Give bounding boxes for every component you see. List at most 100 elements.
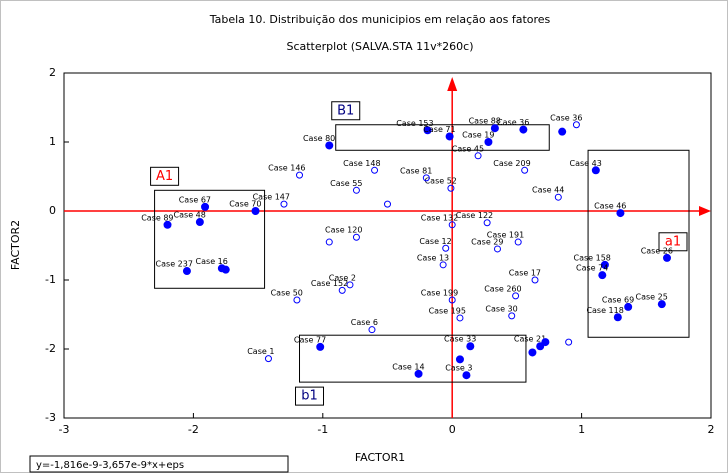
point — [384, 200, 391, 208]
point-label: Case 48 — [174, 211, 206, 220]
point-label: Case 146 — [268, 164, 305, 173]
x-tick-label: 2 — [708, 423, 715, 436]
group-label: b1 — [301, 389, 318, 404]
group-label-box — [295, 386, 325, 406]
equation-box — [29, 455, 289, 473]
point-label: Case 16 — [196, 257, 228, 266]
point-label: Case 195 — [429, 306, 466, 315]
point-label: Case 74 — [576, 264, 608, 273]
point — [512, 292, 520, 300]
point — [447, 184, 455, 192]
point-label: Case 158 — [574, 253, 611, 262]
point — [484, 138, 493, 146]
arrow-right — [699, 206, 711, 216]
point — [554, 193, 562, 201]
point — [519, 125, 528, 134]
point — [251, 207, 260, 215]
point-label: Case 1 — [247, 347, 274, 356]
point — [508, 312, 516, 320]
point-label: Case 50 — [271, 289, 303, 298]
point-label: Case 45 — [452, 144, 484, 153]
point-label: Case 6 — [351, 318, 378, 327]
point — [422, 174, 430, 182]
point — [414, 369, 423, 378]
y-tick-label: -2 — [45, 342, 56, 355]
point — [368, 326, 376, 334]
point — [325, 238, 333, 246]
point — [338, 286, 346, 294]
point-label: Case 122 — [456, 211, 493, 220]
point — [195, 218, 204, 227]
point — [448, 221, 456, 229]
point — [624, 302, 633, 311]
x-axis-label: FACTOR1 — [355, 451, 405, 464]
point-label: Case 44 — [532, 186, 564, 195]
point — [325, 141, 334, 150]
group-box — [299, 334, 527, 383]
point — [663, 253, 672, 262]
group-label: A1 — [156, 169, 173, 184]
x-tick-label: -1 — [317, 423, 328, 436]
chart-title: Tabela 10. Distribuição dos municipios e… — [209, 13, 551, 26]
point-label: Case 13 — [417, 253, 449, 262]
point-label: Case 52 — [425, 177, 457, 186]
arrow-up — [447, 77, 458, 91]
equation: y=-1,816e-9-3,657e-9*x+eps — [36, 460, 184, 471]
y-tick-label: 2 — [49, 66, 56, 79]
point-label: Case 88 — [469, 117, 501, 126]
point-label: Case 21 — [514, 335, 546, 344]
point-label: Case 71 — [423, 125, 455, 134]
point — [558, 127, 567, 136]
point-label: Case 14 — [392, 362, 424, 371]
x-tick-label: -2 — [188, 423, 199, 436]
y-tick-label: -3 — [45, 411, 56, 424]
point — [445, 132, 454, 141]
group-label-box — [331, 101, 361, 121]
point-label: Case 46 — [594, 202, 626, 211]
point-label: Case 43 — [570, 159, 602, 168]
point — [598, 271, 607, 280]
point-label: Case 147 — [253, 193, 290, 202]
y-tick-label: -1 — [45, 273, 56, 286]
point — [514, 238, 522, 246]
x-tick-label: -3 — [59, 423, 70, 436]
point — [352, 186, 360, 194]
plot-frame — [63, 72, 712, 419]
point — [182, 267, 191, 276]
point — [371, 166, 379, 174]
point-label: Case 69 — [602, 295, 634, 304]
point — [528, 348, 537, 357]
point — [521, 166, 529, 174]
point-label: Case 3 — [445, 364, 472, 373]
point-label: Case 2 — [329, 273, 356, 282]
point — [201, 202, 210, 211]
point-label: Case 89 — [141, 213, 173, 222]
point-label: Case 26 — [641, 246, 673, 255]
point — [657, 300, 666, 309]
point — [462, 371, 471, 380]
point — [264, 355, 272, 363]
point — [163, 220, 172, 229]
group-label: a1 — [665, 234, 681, 249]
point-label: Case 120 — [325, 226, 362, 235]
point-label: Case 80 — [303, 134, 335, 143]
point — [448, 296, 456, 304]
y-tick-label: 0 — [49, 204, 56, 217]
point-label: Case 199 — [421, 289, 458, 298]
point — [531, 276, 539, 284]
point — [280, 200, 288, 208]
point — [490, 124, 499, 133]
point — [591, 166, 600, 175]
point-label: Case 67 — [179, 195, 211, 204]
group-label: B1 — [337, 103, 354, 118]
point-label: Case 19 — [462, 131, 494, 140]
x-tick-label: 1 — [578, 423, 585, 436]
group-label-box — [150, 166, 180, 186]
point-label: Case 81 — [400, 166, 432, 175]
y-axis-label: FACTOR2 — [9, 220, 22, 270]
point-label: Case 25 — [636, 293, 668, 302]
point — [346, 281, 354, 289]
point-label: Case 36 — [550, 113, 582, 122]
point-label: Case 148 — [343, 159, 380, 168]
